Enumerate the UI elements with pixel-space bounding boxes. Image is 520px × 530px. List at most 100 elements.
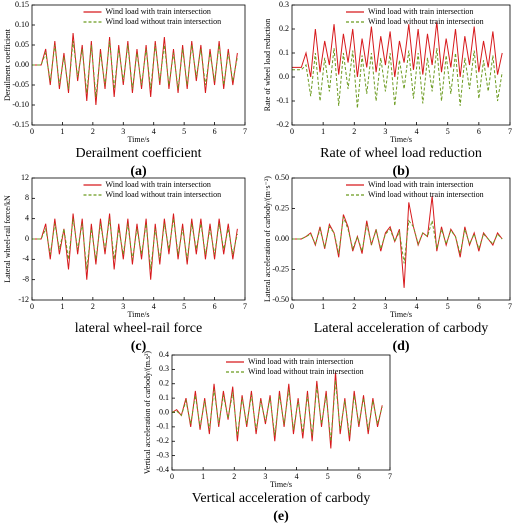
panel-label: (a)	[130, 164, 147, 179]
y-tick-label: 0.1	[279, 48, 289, 57]
x-tick-label: 6	[213, 127, 217, 136]
y-tick-label: 0.05	[15, 40, 29, 49]
y-tick-label: -0.3	[156, 450, 169, 459]
x-tick-label: 4	[415, 127, 419, 136]
x-tick-label: 0	[290, 302, 294, 311]
x-tick-label: 2	[91, 127, 95, 136]
x-tick-label: 0	[170, 472, 174, 481]
x-tick-label: 1	[201, 472, 205, 481]
y-tick-label: -0.10	[12, 100, 29, 109]
y-axis-label: Vertical acceleration of carbody/(m.s²)	[143, 351, 152, 475]
x-tick-label: 5	[326, 472, 330, 481]
y-tick-label: 0.0	[279, 72, 289, 81]
y-tick-label: -0.1	[156, 422, 169, 431]
series-line	[292, 48, 503, 109]
y-tick-label: 0.00	[15, 60, 29, 69]
series-line	[171, 372, 383, 449]
y-tick-label: -12	[18, 295, 29, 304]
x-axis-label: Time/s	[128, 135, 150, 144]
x-tick-label: 3	[263, 472, 267, 481]
x-tick-label: 6	[213, 302, 217, 311]
y-tick-label: -0.1	[276, 96, 289, 105]
x-tick-label: 5	[446, 127, 450, 136]
y-tick-label: 0.00	[275, 234, 289, 243]
caption: Vertical acceleration of carbody	[192, 491, 370, 506]
y-tick-label: -0.25	[272, 264, 289, 273]
x-tick-label: 3	[121, 302, 125, 311]
y-tick-label: 0.10	[15, 20, 29, 29]
x-tick-label: 4	[152, 302, 156, 311]
x-tick-label: 7	[508, 127, 512, 136]
x-tick-label: 5	[182, 302, 186, 311]
series-line	[292, 21, 503, 78]
series-line	[32, 213, 238, 280]
legend-label: Wind load without train intersection	[368, 17, 484, 26]
y-tick-label: 0.0	[159, 407, 169, 416]
x-tick-label: 5	[182, 127, 186, 136]
y-tick-label: -0.2	[276, 120, 289, 129]
legend-label: Wind load without train intersection	[106, 17, 222, 26]
y-axis-label: Lateral acceleration of carbody/(m·s⁻²)	[263, 176, 272, 302]
legend-label: Wind load with train intersection	[106, 7, 211, 16]
legend-label: Wind load with train intersection	[368, 7, 473, 16]
x-tick-label: 6	[477, 127, 481, 136]
x-axis-label: Time/s	[390, 135, 412, 144]
x-tick-label: 4	[415, 302, 419, 311]
caption: Rate of wheel load reduction	[320, 146, 482, 161]
x-axis-label: Time/s	[390, 310, 412, 319]
x-tick-label: 1	[60, 127, 64, 136]
x-tick-label: 2	[352, 127, 356, 136]
panel-label: (d)	[392, 339, 409, 354]
y-axis-label: Derailment coefficient	[3, 28, 12, 101]
y-tick-label: 12	[21, 173, 29, 182]
y-tick-label: 0	[25, 234, 29, 243]
y-tick-label: 0.1	[159, 393, 169, 402]
x-tick-label: 1	[60, 302, 64, 311]
plot-frame	[291, 4, 511, 126]
legend-label: Wind load with train intersection	[248, 357, 353, 366]
x-tick-label: 3	[383, 302, 387, 311]
x-tick-label: 2	[352, 302, 356, 311]
x-tick-label: 0	[30, 302, 34, 311]
x-tick-label: 7	[243, 127, 247, 136]
y-tick-label: -0.50	[272, 295, 289, 304]
y-tick-label: 8	[25, 193, 29, 202]
y-tick-label: 0.3	[159, 364, 169, 373]
x-tick-label: 6	[477, 302, 481, 311]
y-tick-label: 0.2	[159, 379, 169, 388]
x-tick-label: 2	[91, 302, 95, 311]
panel-label: (e)	[273, 509, 289, 524]
series-line	[32, 40, 238, 98]
y-tick-label: 0.50	[275, 173, 289, 182]
caption: Derailment coefficient	[75, 146, 201, 161]
y-axis-label: Lateral wheel-rail force/kN	[3, 195, 12, 283]
legend-label: Wind load without train intersection	[368, 190, 484, 199]
x-tick-label: 5	[446, 302, 450, 311]
legend-label: Wind load with train intersection	[368, 180, 473, 189]
y-tick-label: 0.15	[15, 0, 29, 9]
y-tick-label: 4	[25, 213, 29, 222]
series-line	[32, 218, 238, 270]
x-tick-label: 3	[121, 127, 125, 136]
x-tick-label: 7	[508, 302, 512, 311]
legend-label: Wind load without train intersection	[248, 367, 364, 376]
x-tick-label: 4	[295, 472, 299, 481]
plot-frame	[171, 354, 391, 471]
panel-label: (c)	[131, 339, 147, 354]
x-tick-label: 1	[321, 302, 325, 311]
y-tick-label: -0.2	[156, 436, 169, 445]
panel-label: (b)	[392, 164, 409, 179]
y-tick-label: -0.05	[12, 80, 29, 89]
series-line	[171, 380, 383, 442]
y-tick-label: 0.4	[159, 350, 169, 359]
x-tick-label: 2	[232, 472, 236, 481]
caption: Lateral acceleration of carbody	[314, 321, 489, 336]
plot-frame	[31, 4, 246, 126]
plot-frame	[31, 177, 246, 301]
y-tick-label: -8	[22, 274, 29, 283]
x-tick-label: 7	[388, 472, 392, 481]
x-tick-label: 1	[321, 127, 325, 136]
y-tick-label: 0.2	[279, 24, 289, 33]
x-tick-label: 0	[30, 127, 34, 136]
